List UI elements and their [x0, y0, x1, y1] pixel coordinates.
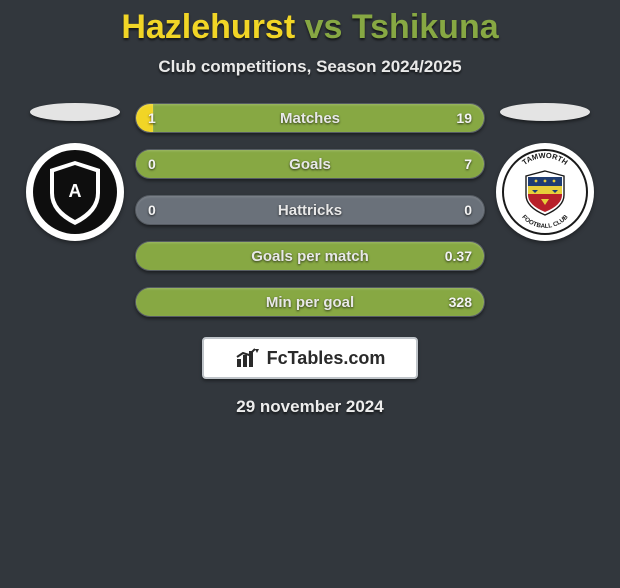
player2-name: Tshikuna: [352, 8, 499, 46]
player1-crest: A: [26, 143, 124, 241]
player1-ellipse: [30, 103, 120, 121]
brand-text: FcTables.com: [267, 348, 386, 369]
stat-label: Goals: [136, 150, 484, 178]
stat-value-right: 0.37: [445, 242, 472, 270]
stat-bar: Goals per match0.37: [135, 241, 485, 271]
svg-text:A: A: [69, 181, 82, 201]
brand-chart-icon: [235, 347, 261, 369]
subtitle: Club competitions, Season 2024/2025: [0, 57, 620, 77]
stat-value-right: 328: [449, 288, 472, 316]
stat-label: Goals per match: [136, 242, 484, 270]
stat-bar: Min per goal328: [135, 287, 485, 317]
player1-name: Hazlehurst: [121, 8, 295, 46]
stat-label: Hattricks: [136, 196, 484, 224]
comparison-title: Hazlehurst vs Tshikuna: [0, 8, 620, 47]
left-side: A: [15, 103, 135, 317]
right-side: TAMWORTH FOOTBALL CLUB: [485, 103, 605, 317]
stat-value-right: 7: [464, 150, 472, 178]
stat-bars: 1Matches190Goals70Hattricks0Goals per ma…: [135, 103, 485, 317]
brand-box: FcTables.com: [202, 337, 418, 379]
date-text: 29 november 2024: [0, 397, 620, 417]
vs-separator: vs: [305, 8, 343, 46]
player2-crest: TAMWORTH FOOTBALL CLUB: [496, 143, 594, 241]
stat-bar: 0Hattricks0: [135, 195, 485, 225]
stat-value-right: 0: [464, 196, 472, 224]
main-region: A 1Matches190Goals70Hattricks0Goals per …: [0, 103, 620, 317]
crest-left-svg: A: [32, 149, 118, 235]
crest-right-svg: TAMWORTH FOOTBALL CLUB: [502, 149, 588, 235]
stat-bar: 1Matches19: [135, 103, 485, 133]
stat-label: Matches: [136, 104, 484, 132]
stat-value-right: 19: [456, 104, 472, 132]
stat-bar: 0Goals7: [135, 149, 485, 179]
stat-label: Min per goal: [136, 288, 484, 316]
player2-ellipse: [500, 103, 590, 121]
